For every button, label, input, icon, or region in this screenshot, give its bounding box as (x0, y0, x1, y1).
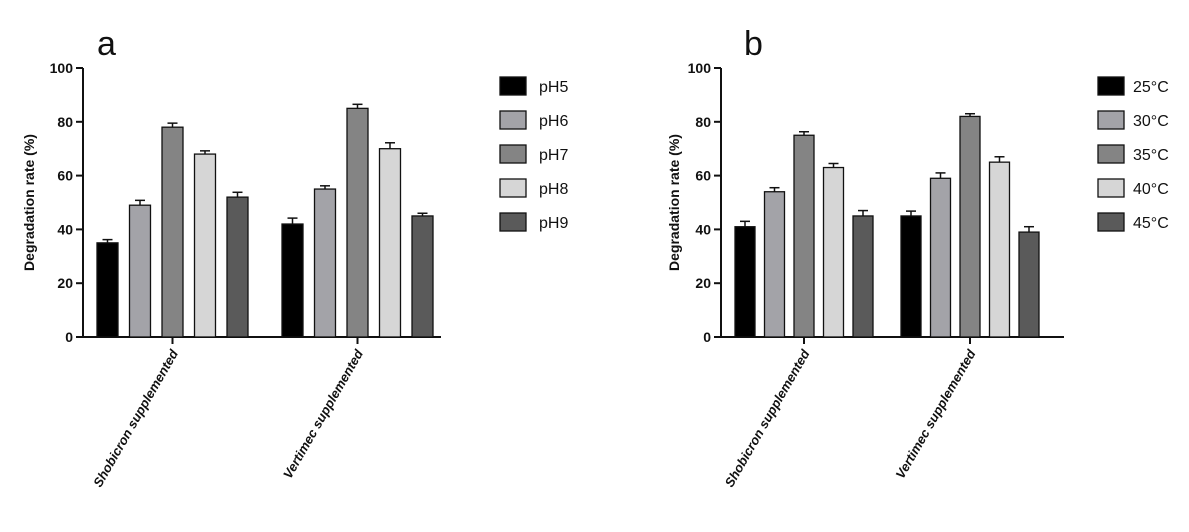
bar (734, 226, 756, 338)
y-axis-label: Degradation rate (%) (21, 134, 37, 271)
category-label: Shobicron supplemented (722, 346, 814, 490)
bar (378, 148, 402, 338)
legend-label: 40°C (1133, 181, 1169, 198)
legend-swatch (499, 144, 527, 164)
legend-swatch (499, 76, 527, 96)
bar (96, 242, 119, 338)
y-tick-label: 20 (57, 275, 73, 291)
category-label: Vertimec supplemented (893, 346, 980, 481)
bar (346, 107, 369, 338)
y-tick-label: 0 (65, 329, 73, 345)
legend-swatch (1097, 144, 1125, 164)
y-tick-label: 80 (695, 114, 711, 130)
y-tick-label: 20 (695, 275, 711, 291)
bar (959, 115, 981, 338)
legend-swatch (1097, 110, 1125, 130)
y-tick-label: 0 (703, 329, 711, 345)
bar (988, 161, 1011, 338)
legend-label: 30°C (1133, 113, 1169, 130)
legend-swatch (1097, 76, 1125, 96)
legend-label: pH7 (539, 147, 568, 164)
legend-label: pH5 (539, 79, 568, 96)
legend-swatch (499, 178, 527, 198)
bar (411, 215, 434, 338)
bar (226, 196, 249, 338)
bar (128, 204, 152, 338)
bar (1018, 231, 1040, 338)
legend-swatch (1097, 178, 1125, 198)
bar (193, 153, 217, 338)
y-tick-label: 100 (50, 60, 74, 76)
bar (313, 188, 337, 338)
y-tick-label: 40 (695, 221, 711, 237)
bar (900, 215, 922, 338)
bar (281, 223, 304, 338)
legend-label: 45°C (1133, 215, 1169, 232)
y-tick-label: 40 (57, 221, 73, 237)
legend-label: pH6 (539, 113, 568, 130)
legend-label: 35°C (1133, 147, 1169, 164)
bar (822, 166, 845, 338)
y-tick-label: 60 (57, 168, 73, 184)
category-label: Shobicron supplemented (90, 346, 182, 490)
legend-label: pH9 (539, 215, 568, 232)
bar (852, 215, 874, 338)
legend-label: 25°C (1133, 79, 1169, 96)
bar (161, 126, 184, 338)
legend-swatch (499, 110, 527, 130)
bar (929, 177, 952, 338)
panel-label: b (744, 25, 763, 63)
y-tick-label: 60 (695, 168, 711, 184)
y-tick-label: 100 (688, 60, 712, 76)
bar (793, 134, 815, 338)
y-tick-label: 80 (57, 114, 73, 130)
category-label: Vertimec supplemented (280, 346, 367, 481)
legend-label: pH8 (539, 181, 568, 198)
bar (763, 191, 786, 338)
legend-swatch (1097, 212, 1125, 232)
y-axis-label: Degradation rate (%) (666, 134, 682, 271)
panel-label: a (97, 25, 116, 63)
legend-swatch (499, 212, 527, 232)
